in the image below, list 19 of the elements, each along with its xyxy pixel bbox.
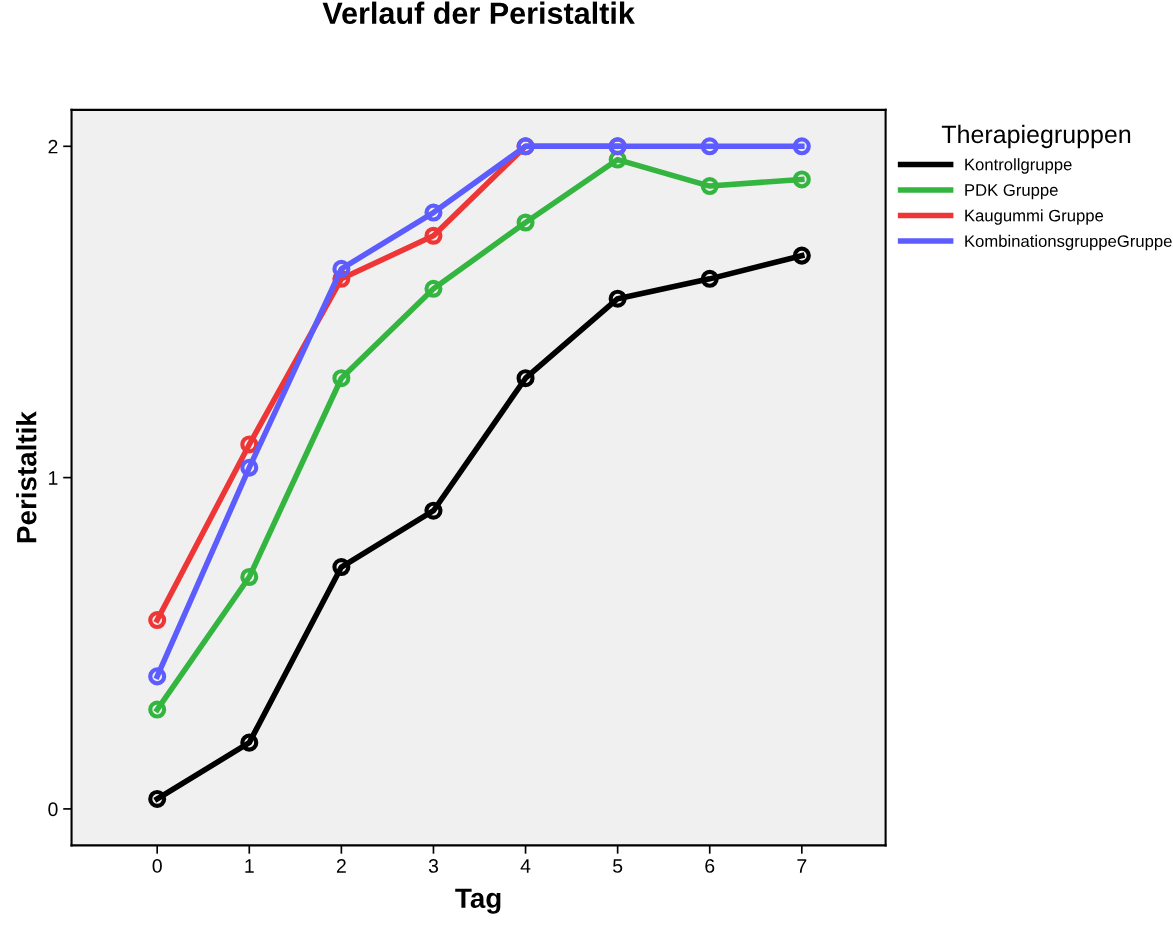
chart-title: Verlauf der Peristaltik — [322, 1, 635, 25]
legend-label: Kontrollgruppe — [965, 158, 1072, 174]
x-tick-label: 1 — [245, 859, 254, 873]
legend-title: Therapiegruppen — [941, 124, 1131, 149]
x-tick-label: 3 — [428, 859, 439, 873]
x-axis-title: Tag — [455, 888, 501, 914]
x-tick-label: 5 — [613, 859, 623, 873]
x-tick-label: 0 — [152, 859, 162, 873]
y-tick-label: 2 — [48, 139, 58, 154]
legend-label: KombinationsgruppeGruppe — [965, 234, 1172, 251]
legend-label: PDK Gruppe — [965, 184, 1058, 200]
x-tick-label: 6 — [705, 859, 715, 873]
y-tick-label: 0 — [48, 802, 58, 817]
legend-label: Kaugummi Gruppe — [965, 209, 1104, 225]
x-tick-label: 4 — [520, 859, 531, 873]
x-tick-label: 2 — [336, 859, 346, 873]
y-tick-label: 1 — [49, 471, 58, 485]
x-tick-label: 7 — [797, 859, 807, 873]
y-axis-title: Peristaltik — [16, 411, 37, 543]
